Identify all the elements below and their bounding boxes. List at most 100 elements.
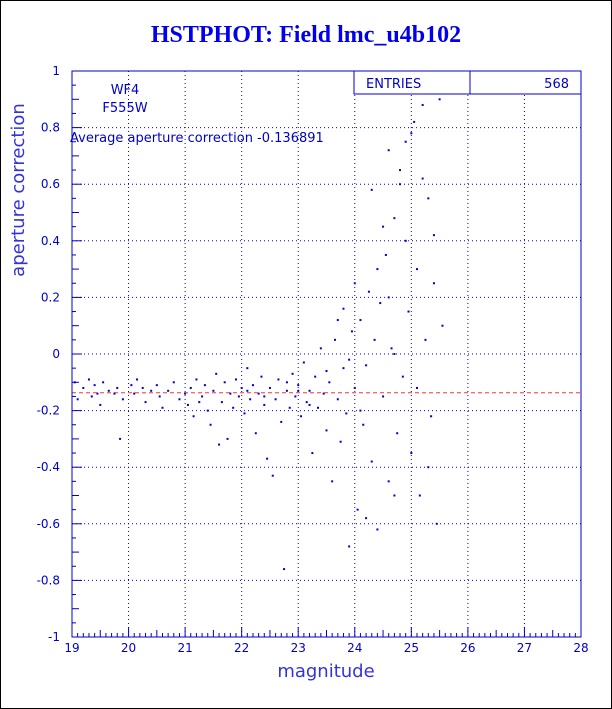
data-point bbox=[336, 319, 339, 322]
data-point bbox=[254, 432, 257, 435]
data-point bbox=[283, 568, 286, 571]
data-point bbox=[399, 169, 402, 172]
average-correction-label: Average aperture correction -0.136891 bbox=[70, 131, 324, 146]
data-point bbox=[155, 384, 158, 387]
data-point bbox=[215, 372, 218, 375]
data-point bbox=[297, 389, 300, 392]
data-point bbox=[432, 282, 435, 285]
entries-label: ENTRIES bbox=[366, 77, 421, 92]
data-point bbox=[201, 395, 204, 398]
data-point bbox=[421, 177, 424, 180]
data-point bbox=[116, 386, 119, 389]
filter-label: F555W bbox=[102, 101, 147, 116]
data-point bbox=[314, 375, 317, 378]
data-point bbox=[93, 384, 96, 387]
data-point bbox=[130, 384, 133, 387]
y-tick-label: -0.2 bbox=[37, 404, 60, 418]
stats-box bbox=[353, 70, 582, 95]
data-point bbox=[257, 392, 260, 395]
data-point bbox=[243, 412, 246, 415]
data-point bbox=[387, 149, 390, 152]
entries-value: 568 bbox=[544, 77, 569, 92]
data-point bbox=[393, 217, 396, 220]
y-tick-label: 0.2 bbox=[41, 290, 60, 304]
y-tick-label: -0.8 bbox=[37, 573, 60, 587]
y-tick-label: -0.4 bbox=[37, 460, 60, 474]
data-point bbox=[271, 474, 274, 477]
x-tick-label: 26 bbox=[460, 641, 475, 655]
data-point bbox=[359, 319, 362, 322]
data-point bbox=[76, 398, 79, 401]
data-point bbox=[438, 98, 441, 101]
data-point bbox=[305, 401, 308, 404]
data-point bbox=[401, 375, 404, 378]
data-point bbox=[367, 290, 370, 293]
data-point bbox=[161, 406, 164, 409]
data-point bbox=[399, 183, 402, 186]
data-point bbox=[121, 398, 124, 401]
data-point bbox=[285, 381, 288, 384]
data-point bbox=[82, 386, 85, 389]
data-point bbox=[302, 361, 305, 364]
data-point bbox=[331, 480, 334, 483]
data-point bbox=[223, 381, 226, 384]
data-point bbox=[373, 338, 376, 341]
data-point bbox=[415, 386, 418, 389]
data-point bbox=[393, 353, 396, 355]
data-point bbox=[212, 389, 215, 392]
data-point bbox=[387, 480, 390, 483]
data-point bbox=[167, 389, 170, 392]
data-point bbox=[260, 375, 263, 378]
data-point bbox=[220, 401, 223, 404]
data-point bbox=[136, 378, 139, 381]
data-point bbox=[407, 310, 410, 313]
data-point bbox=[356, 508, 359, 511]
data-point bbox=[294, 395, 297, 398]
data-point bbox=[348, 545, 351, 548]
data-point bbox=[432, 234, 435, 237]
y-tick-label: 0.4 bbox=[41, 234, 60, 248]
data-point bbox=[345, 412, 348, 415]
data-point bbox=[342, 307, 345, 310]
data-point bbox=[192, 415, 195, 418]
data-point bbox=[246, 367, 249, 370]
data-point bbox=[353, 386, 356, 389]
x-tick-label: 23 bbox=[291, 641, 306, 655]
data-point bbox=[333, 338, 336, 341]
data-point bbox=[203, 384, 206, 387]
data-point bbox=[370, 188, 373, 191]
data-point bbox=[291, 372, 294, 375]
data-point bbox=[308, 389, 311, 392]
data-point bbox=[249, 398, 252, 401]
data-point bbox=[370, 460, 373, 463]
data-point bbox=[382, 225, 385, 228]
data-points bbox=[73, 98, 444, 571]
data-point bbox=[263, 395, 266, 398]
data-point bbox=[410, 452, 413, 455]
data-point bbox=[288, 406, 291, 409]
data-point bbox=[158, 395, 161, 398]
data-point bbox=[300, 415, 303, 418]
y-tick-label: 0 bbox=[52, 347, 60, 361]
data-point bbox=[133, 392, 136, 395]
data-point bbox=[427, 466, 430, 469]
data-point bbox=[144, 401, 147, 404]
data-point bbox=[280, 420, 283, 423]
data-point bbox=[235, 378, 238, 381]
axis-ticks: 19 20 21 22 23 24 25 26 27 28 -1 -0.8 -0.6 -0.4 -0.2 0 0… bbox=[37, 64, 589, 655]
data-point bbox=[325, 369, 328, 372]
x-tick-label: 22 bbox=[234, 641, 249, 655]
data-point bbox=[328, 381, 331, 384]
x-tick-label: 24 bbox=[347, 641, 362, 655]
data-point bbox=[198, 401, 201, 404]
data-point bbox=[186, 403, 189, 406]
data-point bbox=[390, 347, 393, 350]
data-point bbox=[379, 302, 382, 305]
data-point bbox=[263, 403, 266, 406]
data-point bbox=[218, 443, 221, 446]
data-point bbox=[387, 296, 390, 299]
data-point bbox=[421, 103, 424, 106]
y-axis-title: aperture correction bbox=[8, 103, 29, 277]
data-point bbox=[382, 395, 385, 398]
